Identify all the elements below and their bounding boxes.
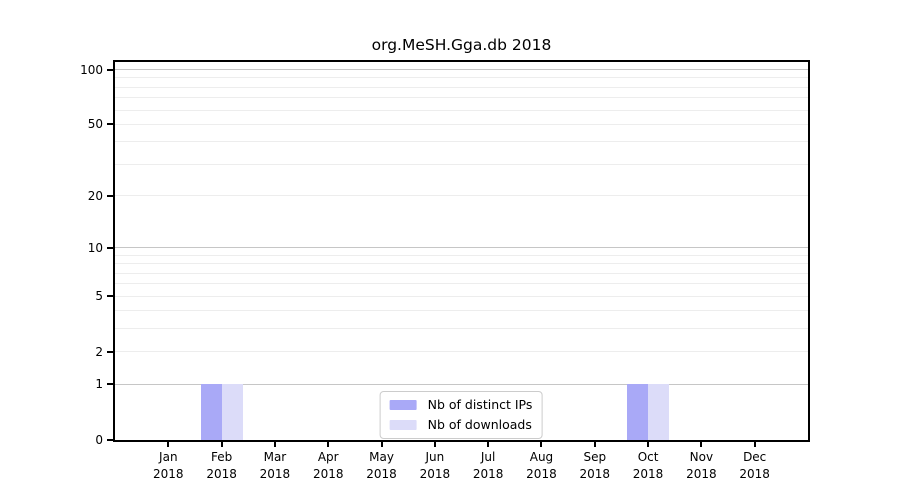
x-tick-month: Oct bbox=[637, 450, 659, 464]
legend-swatch bbox=[389, 420, 417, 430]
x-tick-mark bbox=[220, 442, 223, 447]
y-tick-label: 0 bbox=[95, 433, 103, 447]
minor-gridline bbox=[115, 141, 808, 143]
x-tick-year: 2018 bbox=[419, 467, 451, 481]
x-tick-month: Jul bbox=[480, 450, 496, 464]
y-tick-mark bbox=[107, 246, 113, 249]
x-tick-mark bbox=[433, 442, 436, 447]
legend: Nb of distinct IPs Nb of downloads bbox=[379, 391, 543, 439]
x-tick-mark bbox=[753, 442, 756, 447]
plot-area bbox=[113, 60, 810, 442]
minor-gridline bbox=[115, 351, 808, 353]
x-tick-year: 2018 bbox=[632, 467, 664, 481]
y-tick-label: 5 bbox=[95, 289, 103, 304]
x-tick-month: May bbox=[369, 450, 394, 464]
legend-swatch bbox=[389, 400, 417, 410]
minor-gridline bbox=[115, 97, 808, 99]
x-tick-year: 2018 bbox=[312, 467, 344, 481]
x-tick-month: Dec bbox=[743, 450, 767, 464]
y-tick-label: 10 bbox=[87, 240, 103, 255]
x-tick-month: Jan bbox=[159, 450, 178, 464]
x-tick-label: Aug 2018 bbox=[513, 449, 569, 483]
y-tick-mark bbox=[107, 194, 113, 197]
minor-gridline bbox=[115, 295, 808, 297]
minor-gridline bbox=[115, 328, 808, 330]
x-tick-label: Jul 2018 bbox=[460, 449, 516, 483]
minor-gridline bbox=[115, 109, 808, 111]
x-tick-year: 2018 bbox=[739, 467, 770, 481]
major-gridline bbox=[115, 383, 808, 385]
y-tick-label: 50 bbox=[87, 117, 103, 132]
legend-item: Nb of downloads bbox=[389, 417, 533, 432]
x-tick-mark bbox=[700, 442, 703, 447]
y-tick-mark bbox=[107, 350, 113, 353]
x-tick-label: Feb 2018 bbox=[194, 449, 250, 483]
y-tick-mark bbox=[107, 295, 113, 298]
x-tick-year: 2018 bbox=[366, 467, 397, 481]
x-tick-label: Sep 2018 bbox=[567, 449, 623, 483]
minor-gridline bbox=[115, 77, 808, 79]
x-tick-label: Mar 2018 bbox=[247, 449, 303, 483]
x-tick-mark bbox=[487, 442, 490, 447]
legend-label: Nb of distinct IPs bbox=[427, 397, 533, 412]
x-tick-label: Apr 2018 bbox=[300, 449, 356, 483]
y-tick-mark bbox=[107, 383, 113, 386]
x-tick-month: Apr bbox=[317, 450, 339, 464]
x-tick-year: 2018 bbox=[579, 467, 611, 481]
bar-distinct-ips-feb bbox=[200, 384, 222, 440]
y-tick-label: 20 bbox=[87, 188, 103, 203]
x-tick-mark bbox=[380, 442, 383, 447]
x-tick-month: Feb bbox=[210, 450, 233, 464]
x-tick-month: Jun bbox=[425, 450, 445, 464]
minor-gridline bbox=[115, 123, 808, 125]
minor-gridline bbox=[115, 195, 808, 197]
minor-gridline bbox=[115, 163, 808, 165]
legend-label: Nb of downloads bbox=[427, 417, 532, 432]
y-tick-mark bbox=[107, 123, 113, 126]
bar-distinct-ips-oct bbox=[627, 384, 649, 440]
x-tick-mark bbox=[273, 442, 276, 447]
minor-gridline bbox=[115, 310, 808, 312]
x-tick-label: Nov 2018 bbox=[673, 449, 729, 483]
major-gridline bbox=[115, 69, 808, 71]
minor-gridline bbox=[115, 272, 808, 274]
x-tick-mark bbox=[167, 442, 170, 447]
x-tick-mark bbox=[540, 442, 543, 447]
y-tick-mark bbox=[107, 68, 113, 71]
x-tick-label: Dec 2018 bbox=[727, 449, 783, 483]
x-tick-year: 2018 bbox=[472, 467, 504, 481]
x-tick-label: May 2018 bbox=[354, 449, 410, 483]
x-tick-month: Nov bbox=[689, 450, 714, 464]
x-tick-mark bbox=[327, 442, 330, 447]
x-tick-mark bbox=[647, 442, 650, 447]
legend-item: Nb of distinct IPs bbox=[389, 397, 533, 412]
x-tick-mark bbox=[593, 442, 596, 447]
x-tick-month: Aug bbox=[529, 450, 554, 464]
bar-downloads-feb bbox=[221, 384, 243, 440]
y-tick-label: 2 bbox=[95, 344, 103, 359]
x-tick-month: Sep bbox=[583, 450, 607, 464]
x-tick-label: Oct 2018 bbox=[620, 449, 676, 483]
major-gridline bbox=[115, 247, 808, 249]
x-tick-year: 2018 bbox=[206, 467, 237, 481]
x-tick-year: 2018 bbox=[526, 467, 557, 481]
y-tick-mark bbox=[107, 439, 113, 441]
minor-gridline bbox=[115, 254, 808, 256]
x-tick-year: 2018 bbox=[259, 467, 291, 481]
minor-gridline bbox=[115, 283, 808, 285]
y-tick-label: 1 bbox=[95, 377, 103, 392]
bar-downloads-oct bbox=[648, 384, 670, 440]
x-tick-label: Jan 2018 bbox=[140, 449, 196, 483]
x-tick-month: Mar bbox=[263, 450, 287, 464]
minor-gridline bbox=[115, 263, 808, 265]
minor-gridline bbox=[115, 86, 808, 88]
x-tick-label: Jun 2018 bbox=[407, 449, 463, 483]
y-tick-label: 100 bbox=[80, 62, 103, 77]
x-tick-year: 2018 bbox=[686, 467, 717, 481]
chart-title: org.MeSH.Gga.db 2018 bbox=[371, 36, 552, 54]
x-tick-year: 2018 bbox=[153, 467, 184, 481]
